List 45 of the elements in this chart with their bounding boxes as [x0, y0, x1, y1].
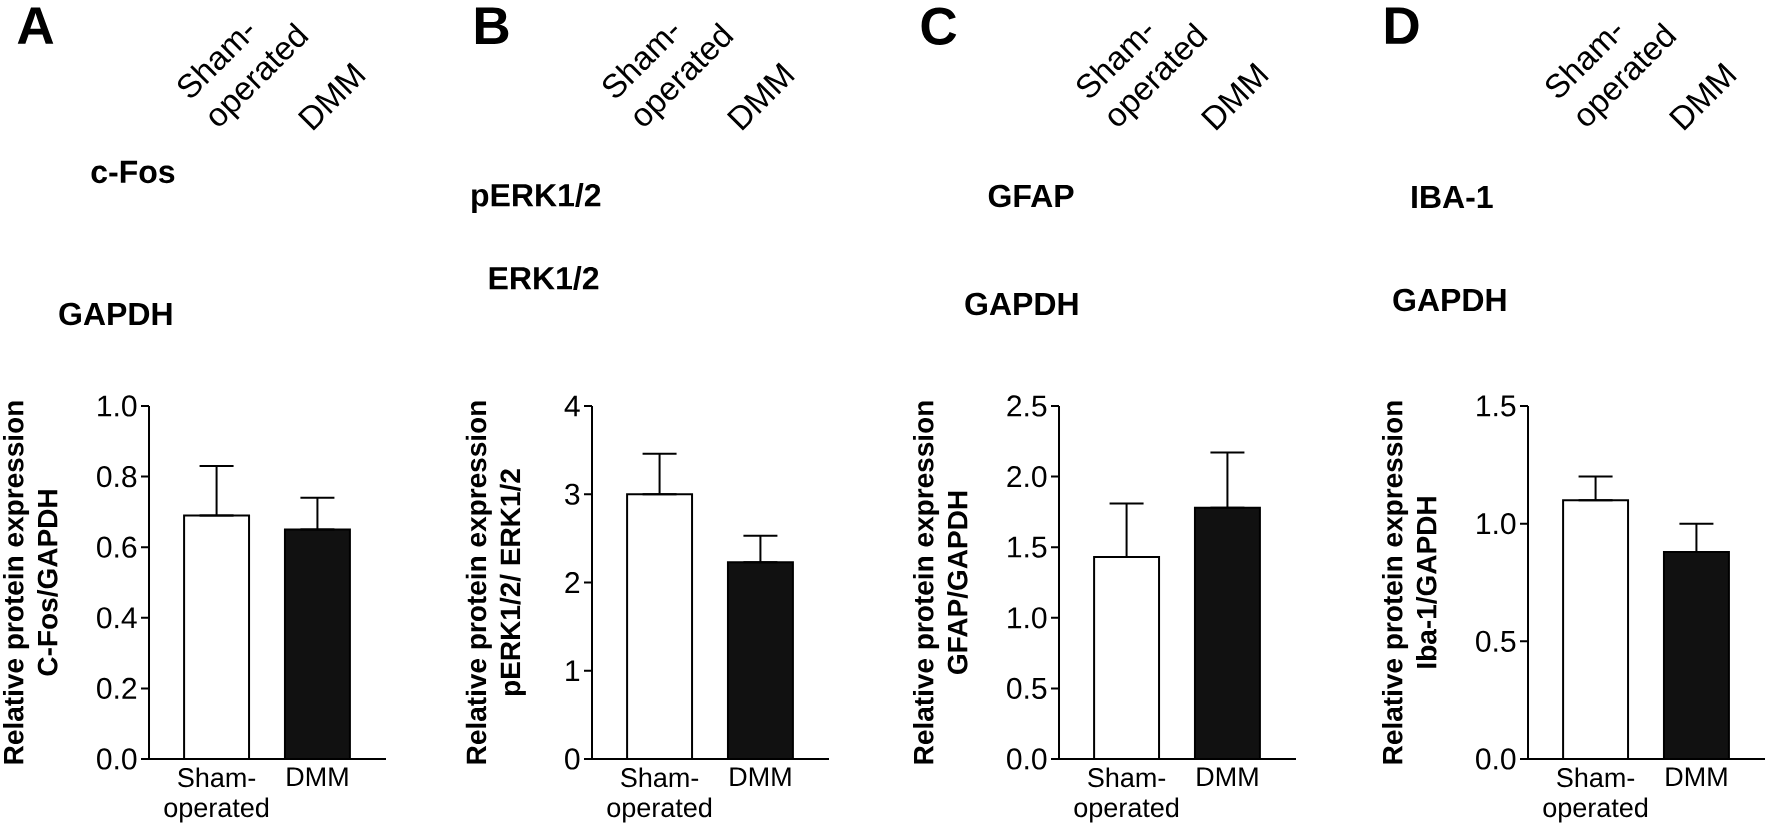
chart-title: A: [17, 7, 54, 44]
y-tick-label: 1.5: [1477, 395, 1516, 417]
y-tick-label: 0.5: [1476, 630, 1516, 652]
text: GAPDH: [965, 292, 1078, 316]
y-tick-label: 0.0: [97, 748, 137, 770]
y-axis-title: Relative protein expression GFAP/GAPDH: [912, 401, 968, 764]
y-tick-label: 2.0: [1007, 465, 1047, 488]
x-tick-label: Sham-operated: [1074, 767, 1179, 823]
y-tick-label: 4: [564, 395, 580, 417]
y-tick-label: 1.0: [1008, 607, 1047, 629]
x-tick-label: Sham-operated: [607, 767, 712, 823]
x-tick-label: Sham-operated: [1543, 767, 1648, 823]
x-tick-label: DMM: [1666, 767, 1727, 786]
y-tick-label: 0.0: [1476, 748, 1516, 770]
y-tick-label: 0.0: [1007, 748, 1047, 770]
chart-title: B: [475, 7, 509, 44]
text: GAPDH: [59, 302, 172, 326]
text: IBA-1: [1412, 185, 1493, 208]
y-axis-title: Relative protein expression pERK1/2/ ERK1/2: [465, 401, 526, 764]
text: ERK1/2: [489, 266, 599, 290]
y-tick-label: 2.5: [1007, 395, 1047, 417]
y-tick-label: 3: [565, 483, 580, 505]
y-tick-label: 1.5: [1008, 536, 1047, 558]
text: c-Fos: [91, 160, 175, 184]
text: GAPDH: [1393, 288, 1506, 312]
y-tick-label: 1.0: [1477, 513, 1516, 535]
y-tick-label: 0.5: [1007, 677, 1047, 700]
y-tick-label: 1.0: [98, 395, 137, 417]
x-tick-label: DMM: [1197, 767, 1258, 786]
x-tick-label: Sham-operated: [164, 767, 269, 823]
y-axis-title: Relative protein expression Iba-1/GAPDH: [1381, 401, 1437, 764]
text: pERK1/2: [472, 183, 601, 213]
chart-title: D: [1385, 7, 1419, 44]
x-tick-label: DMM: [287, 767, 348, 786]
text: GFAP: [988, 184, 1074, 208]
chart-title: C: [921, 7, 957, 45]
y-tick-label: 0.4: [97, 607, 137, 629]
y-axis-title: Relative protein expression C-Fos/GAPDH: [2, 401, 58, 764]
y-tick-label: 1: [566, 660, 580, 682]
y-tick-label: 0.8: [97, 465, 137, 488]
x-tick-label: DMM: [730, 767, 791, 786]
y-tick-label: 0.2: [97, 677, 137, 700]
y-tick-label: 2: [565, 572, 580, 593]
y-tick-label: 0.6: [97, 536, 137, 558]
y-tick-label: 0: [565, 748, 580, 770]
